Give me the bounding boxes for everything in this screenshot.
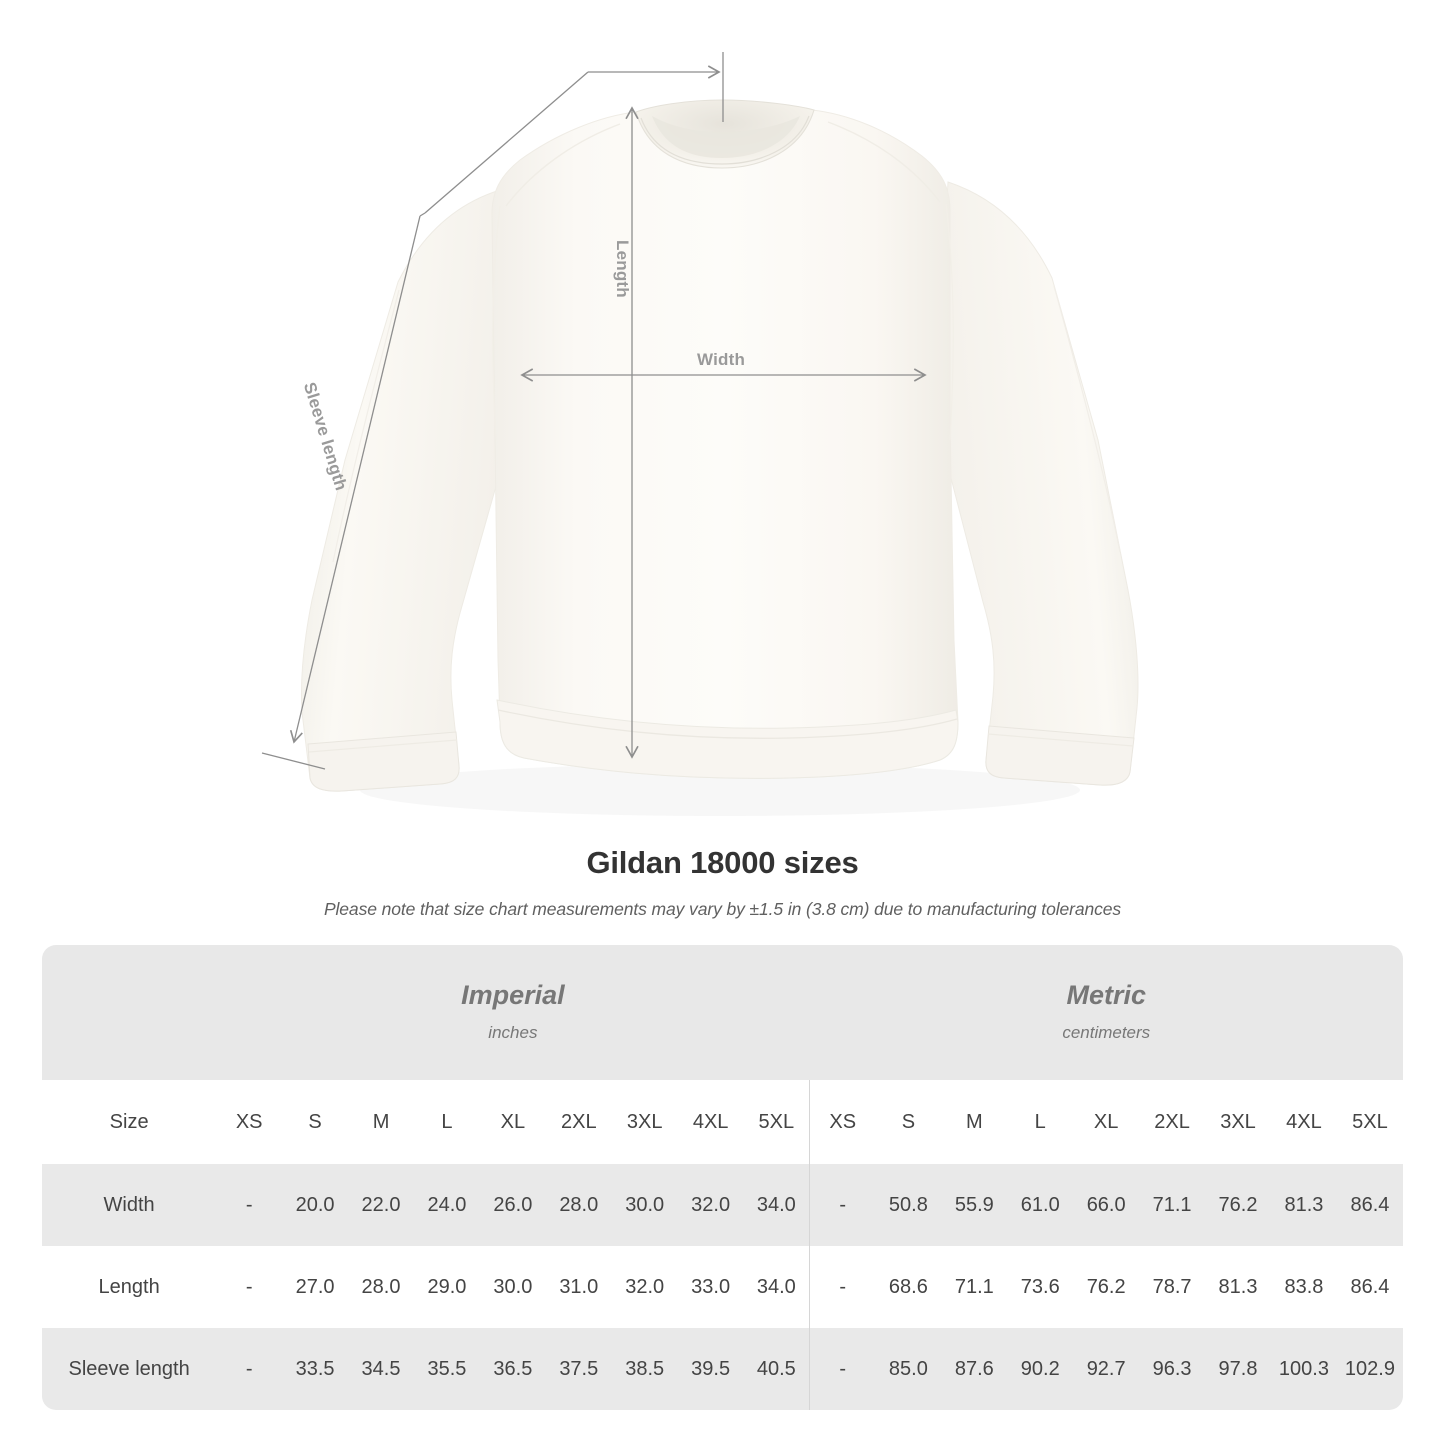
cell-metric: 90.2 bbox=[1007, 1328, 1074, 1410]
cell-metric: 85.0 bbox=[875, 1328, 942, 1410]
row-label-length: Length bbox=[42, 1246, 217, 1328]
cell-imperial: - bbox=[216, 1246, 283, 1328]
cell-imperial: 34.0 bbox=[743, 1246, 810, 1328]
cell-imperial: 34.0 bbox=[743, 1164, 810, 1246]
header-imperial-s: S bbox=[282, 1080, 349, 1164]
cell-metric: 92.7 bbox=[1073, 1328, 1140, 1410]
cell-imperial: - bbox=[216, 1328, 283, 1410]
header-metric-2xl: 2XL bbox=[1139, 1080, 1206, 1164]
sweatshirt-diagram-svg bbox=[261, 52, 1139, 792]
cell-imperial: 30.0 bbox=[611, 1164, 678, 1246]
cell-imperial: 40.5 bbox=[743, 1328, 810, 1410]
unit-banner-row: Imperial inches Metric centimeters bbox=[42, 945, 1403, 1080]
cell-metric: 50.8 bbox=[875, 1164, 942, 1246]
cell-imperial: 29.0 bbox=[413, 1246, 480, 1328]
cell-metric: 100.3 bbox=[1270, 1328, 1337, 1410]
cell-metric: 81.3 bbox=[1205, 1246, 1271, 1328]
header-metric-4xl: 4XL bbox=[1270, 1080, 1337, 1164]
header-size-label: Size bbox=[42, 1080, 217, 1164]
cell-imperial: 24.0 bbox=[413, 1164, 480, 1246]
size-table-container: Imperial inches Metric centimeters Size XS S M L… bbox=[42, 945, 1403, 1410]
cell-metric: 68.6 bbox=[875, 1246, 942, 1328]
header-metric-5xl: 5XL bbox=[1336, 1080, 1403, 1164]
cell-metric: 71.1 bbox=[941, 1246, 1008, 1328]
cell-metric: - bbox=[809, 1164, 876, 1246]
cell-imperial: 27.0 bbox=[282, 1246, 349, 1328]
header-metric-3xl: 3XL bbox=[1205, 1080, 1271, 1164]
cell-metric: 96.3 bbox=[1139, 1328, 1206, 1410]
cell-imperial: 28.0 bbox=[545, 1164, 612, 1246]
cell-imperial: 20.0 bbox=[282, 1164, 349, 1246]
cell-imperial: 33.0 bbox=[677, 1246, 744, 1328]
header-metric-s: S bbox=[875, 1080, 942, 1164]
header-metric-xs: XS bbox=[809, 1080, 876, 1164]
tolerance-note: Please note that size chart measurements… bbox=[323, 899, 1122, 919]
cell-imperial: 26.0 bbox=[479, 1164, 546, 1246]
cell-imperial: 33.5 bbox=[282, 1328, 349, 1410]
header-metric-l: L bbox=[1007, 1080, 1074, 1164]
cell-imperial: 31.0 bbox=[545, 1246, 612, 1328]
header-metric-xl: XL bbox=[1073, 1080, 1140, 1164]
cell-imperial: - bbox=[216, 1164, 283, 1246]
cell-metric: 78.7 bbox=[1139, 1246, 1206, 1328]
row-label-sleeve-length: Sleeve length bbox=[42, 1328, 217, 1410]
size-header-row: Size XS S M L XL 2XL 3XL 4XL 5XL XS S M L XL 2XL 3XL 4XL 5… bbox=[42, 1080, 1403, 1164]
header-imperial-xl: XL bbox=[479, 1080, 546, 1164]
size-chart-table: Imperial inches Metric centimeters Size XS S M L… bbox=[42, 945, 1403, 1410]
cell-imperial: 28.0 bbox=[348, 1246, 414, 1328]
title-block: Gildan 18000 sizes Please note that size… bbox=[0, 845, 1445, 920]
table-row: Length -27.0 28.0 29.0 30.0 31.0 32.0 33.0 34.0-… bbox=[42, 1246, 1403, 1328]
length-measurement-label: Length bbox=[613, 240, 632, 298]
cell-metric: 86.4 bbox=[1336, 1164, 1403, 1246]
width-measurement-label: Width bbox=[697, 350, 746, 369]
unit-banner-metric: Metric centimeters bbox=[809, 945, 1403, 1080]
header-imperial-m: M bbox=[348, 1080, 414, 1164]
cell-imperial: 39.5 bbox=[677, 1328, 744, 1410]
cell-imperial: 35.5 bbox=[413, 1328, 480, 1410]
cell-metric: 71.1 bbox=[1139, 1164, 1206, 1246]
cell-metric: 81.3 bbox=[1270, 1164, 1337, 1246]
cell-imperial: 34.5 bbox=[348, 1328, 414, 1410]
cell-metric: 86.4 bbox=[1336, 1246, 1403, 1328]
unit-banner-imperial-unit: inches bbox=[488, 1023, 538, 1042]
header-imperial-5xl: 5XL bbox=[743, 1080, 810, 1164]
cell-imperial: 38.5 bbox=[611, 1328, 678, 1410]
header-imperial-4xl: 4XL bbox=[677, 1080, 744, 1164]
cell-metric: 102.9 bbox=[1336, 1328, 1403, 1410]
cell-imperial: 30.0 bbox=[479, 1246, 546, 1328]
cell-metric: 55.9 bbox=[941, 1164, 1008, 1246]
header-metric-m: M bbox=[941, 1080, 1008, 1164]
table-row: Sleeve length -33.5 34.5 35.5 36.5 37.5 38.5 39… bbox=[42, 1328, 1403, 1410]
table-row: Width -20.0 22.0 24.0 26.0 28.0 30.0 32.0 34.0-5… bbox=[42, 1164, 1403, 1246]
cell-metric: - bbox=[809, 1246, 876, 1328]
cell-metric: 66.0 bbox=[1073, 1164, 1140, 1246]
row-label-width: Width bbox=[42, 1164, 217, 1246]
garment-illustration: Length Width Sleeve length bbox=[261, 52, 1139, 792]
header-imperial-xs: XS bbox=[216, 1080, 283, 1164]
cell-metric: 87.6 bbox=[941, 1328, 1008, 1410]
unit-banner-metric-name: Metric bbox=[1066, 980, 1147, 1010]
cell-metric: 73.6 bbox=[1007, 1246, 1074, 1328]
page-title: Gildan 18000 sizes bbox=[586, 845, 859, 880]
cell-imperial: 32.0 bbox=[611, 1246, 678, 1328]
banner-spacer bbox=[42, 945, 217, 1080]
header-imperial-3xl: 3XL bbox=[611, 1080, 678, 1164]
header-imperial-2xl: 2XL bbox=[545, 1080, 612, 1164]
cell-metric: 76.2 bbox=[1205, 1164, 1271, 1246]
unit-banner-imperial-name: Imperial bbox=[461, 980, 565, 1010]
cell-metric: 83.8 bbox=[1270, 1246, 1337, 1328]
header-imperial-l: L bbox=[413, 1080, 480, 1164]
cell-metric: 76.2 bbox=[1073, 1246, 1140, 1328]
cell-imperial: 22.0 bbox=[348, 1164, 414, 1246]
cell-metric: 97.8 bbox=[1205, 1328, 1271, 1410]
cell-metric: - bbox=[809, 1328, 876, 1410]
unit-banner-metric-unit: centimeters bbox=[1062, 1023, 1151, 1042]
cell-imperial: 32.0 bbox=[677, 1164, 744, 1246]
cell-imperial: 36.5 bbox=[479, 1328, 546, 1410]
unit-banner-imperial: Imperial inches bbox=[216, 945, 810, 1080]
cell-imperial: 37.5 bbox=[545, 1328, 612, 1410]
cell-metric: 61.0 bbox=[1007, 1164, 1074, 1246]
